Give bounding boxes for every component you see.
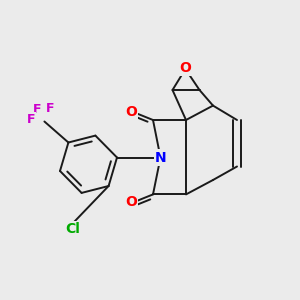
Text: F: F (27, 112, 35, 126)
Text: O: O (179, 61, 191, 74)
Text: O: O (125, 196, 137, 209)
Text: N: N (155, 151, 166, 164)
Text: F: F (46, 102, 55, 116)
Text: O: O (125, 105, 137, 119)
Text: F: F (33, 103, 41, 116)
Text: Cl: Cl (65, 222, 80, 236)
